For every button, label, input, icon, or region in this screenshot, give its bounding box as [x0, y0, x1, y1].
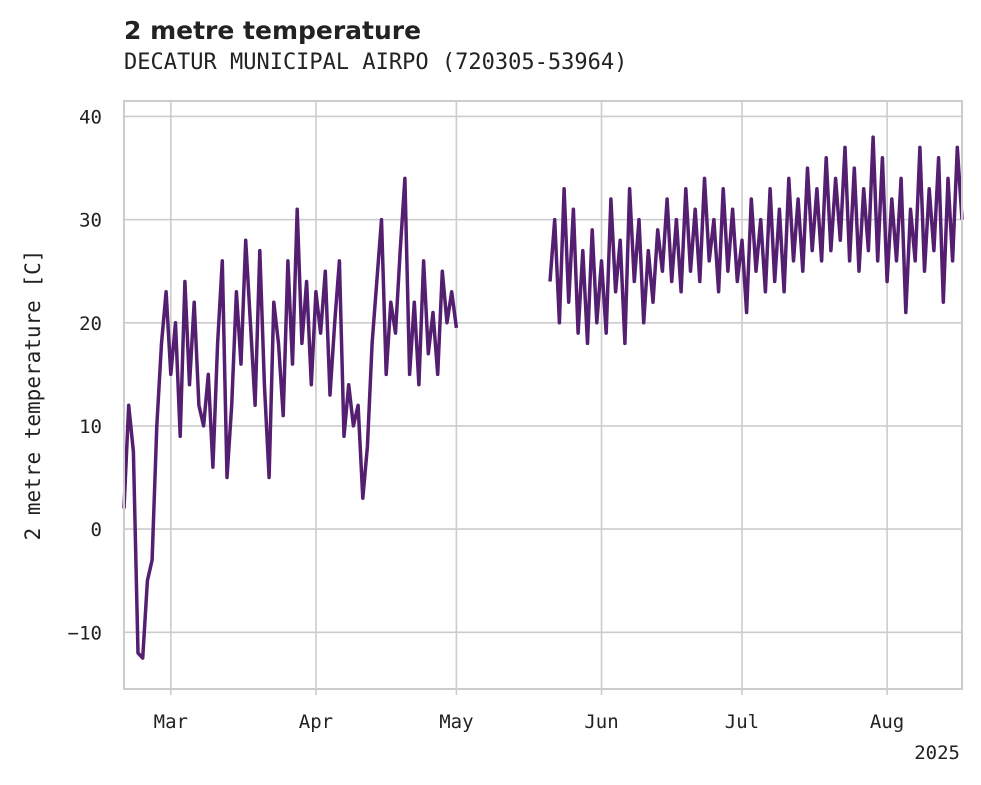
y-axis-label: 2 metre temperature [C] [21, 250, 45, 541]
y-tick-label: −10 [68, 622, 102, 644]
x-axis-ticks: Mar Apr May Jun Jul Aug [154, 711, 905, 733]
y-tick-label: 30 [79, 210, 102, 232]
x-tick-label: Mar [154, 711, 188, 733]
x-tick-label: Jun [584, 711, 618, 733]
y-tick-label: 10 [79, 416, 102, 438]
chart-title: 2 metre temperature [124, 16, 422, 45]
y-tick-label: 0 [91, 519, 102, 541]
plot-frame [123, 100, 963, 690]
chart-subtitle: DECATUR MUNICIPAL AIRPO (720305-53964) [124, 50, 628, 75]
temperature-series-line [122, 176, 459, 660]
x-tick-label: May [439, 711, 473, 733]
grid-lines [124, 101, 962, 695]
x-offset-label: 2025 [914, 742, 960, 764]
x-tick-label: Apr [299, 711, 333, 733]
y-tick-label: 40 [79, 106, 102, 128]
temperature-series-line [548, 135, 964, 346]
x-tick-label: Jul [725, 711, 759, 733]
y-tick-label: 20 [79, 313, 102, 335]
data-series [122, 135, 964, 660]
x-tick-label: Aug [870, 711, 904, 733]
y-axis-ticks: −10 0 10 20 30 40 [68, 106, 102, 644]
